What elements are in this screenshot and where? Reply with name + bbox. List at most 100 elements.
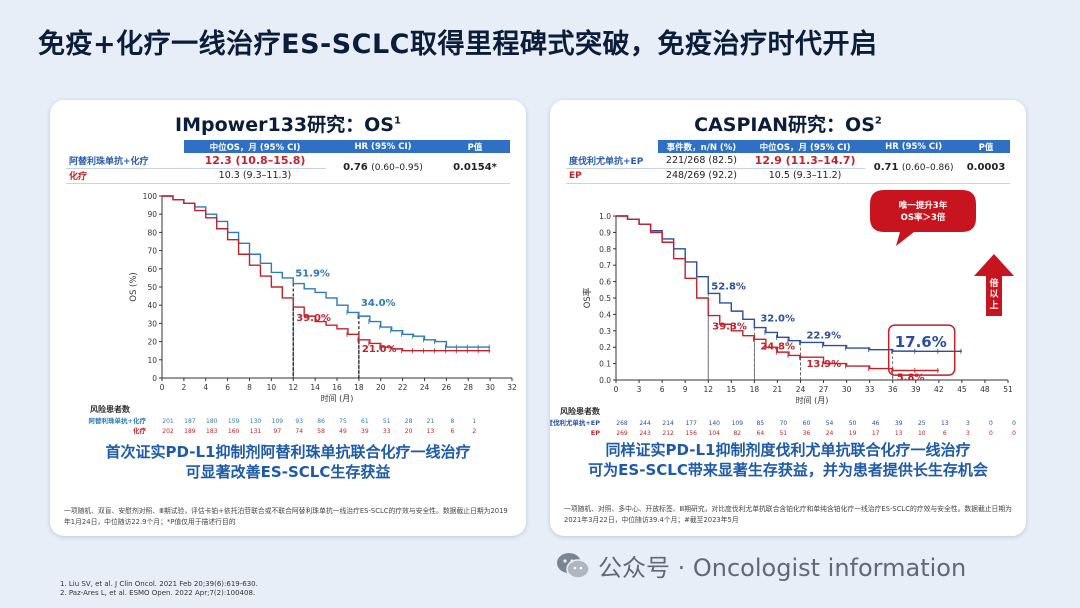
risk-count: 202 [162, 428, 174, 435]
x-tick-label: 4 [203, 383, 208, 392]
risk-count: 50 [849, 420, 857, 427]
x-tick-label: 45 [957, 385, 967, 394]
risk-count: 187 [184, 418, 196, 425]
y-tick-label: 90 [147, 210, 157, 219]
survival-annotation: 22.9% [806, 330, 841, 341]
watermark: 公众号 · Oncologist information [556, 548, 966, 583]
x-tick-label: 27 [819, 385, 829, 394]
reference-item: 1. Liu SV, et al. J Clin Oncol. 2021 Feb… [60, 580, 258, 588]
arm-name: 度伐利尤单抗+EP [566, 153, 658, 169]
table-row: EP 248/269 (92.2) 10.5 (9.3–11.2) [566, 168, 1010, 184]
table-header: HR (95% CI) [865, 140, 962, 153]
risk-count: 28 [405, 418, 413, 425]
survival-annotation: 13.9% [806, 359, 841, 370]
risk-count: 177 [685, 420, 697, 427]
arm-name: 化疗 [66, 168, 184, 184]
table-header [566, 140, 658, 153]
risk-count: 189 [184, 428, 196, 435]
y-tick-label: 0.2 [599, 343, 611, 352]
arrow-label: 倍 [989, 277, 998, 289]
km-curve-control [616, 215, 939, 372]
x-axis-label: 时间 (月) [796, 395, 829, 405]
impower133-results-table: 中位OS，月 (95% CI) HR (95% CI) P值 阿替利珠单抗+化疗… [66, 140, 510, 184]
x-tick-label: 2 [181, 383, 186, 392]
x-tick-label: 12 [288, 383, 298, 392]
survival-annotation: 52.8% [711, 281, 746, 292]
risk-count: 20 [405, 428, 413, 435]
risk-table-title: 风险患者数 [560, 406, 601, 416]
table-header: 中位OS，月 (95% CI) [184, 140, 326, 153]
card-title: IMpower133研究：OS1 [50, 110, 526, 137]
hazard-ratio: 0.71 (0.60–0.86) [865, 153, 962, 184]
risk-count: 36 [803, 430, 811, 436]
table-header-row: 事件数，n/N (%) 中位OS，月 (95% CI) HR (95% CI) … [566, 140, 1010, 153]
survival-annotation: 21.0% [362, 344, 397, 355]
survival-annotation: 32.0% [760, 314, 795, 325]
survival-annotation: 34.0% [361, 298, 396, 309]
y-tick-label: 80 [147, 228, 157, 237]
y-tick-label: 70 [147, 247, 157, 256]
survival-annotation: 39.0% [296, 313, 331, 324]
median-os: 10.3 (9.3–11.3) [184, 168, 326, 184]
arrow-label: 以 [989, 289, 998, 300]
y-tick-label: 60 [147, 265, 157, 274]
watermark-text: 公众号 · Oncologist information [598, 554, 967, 582]
risk-count: 39 [895, 420, 903, 427]
km-curve-treatment [616, 215, 962, 352]
card-title-text: IMpower133研究：OS [175, 114, 394, 136]
x-tick-label: 30 [842, 385, 852, 394]
risk-count: 3 [966, 420, 970, 427]
risk-count: 2 [472, 428, 476, 435]
risk-count: 49 [339, 428, 347, 435]
risk-count: 13 [427, 428, 435, 435]
risk-count: 21 [427, 418, 435, 425]
card-title-ref: 2 [874, 115, 882, 127]
risk-count: 17 [872, 430, 880, 436]
table-header-row: 中位OS，月 (95% CI) HR (95% CI) P值 [66, 140, 510, 153]
conclusion-line: 可显著改善ES-SCLC生存获益 [185, 463, 391, 481]
y-tick-label: 20 [147, 338, 157, 347]
risk-count: 93 [295, 418, 303, 425]
impower133-card: IMpower133研究：OS1 中位OS，月 (95% CI) HR (95%… [50, 100, 526, 536]
survival-annotation: 5.8% [897, 372, 925, 383]
risk-count: 85 [757, 420, 765, 427]
p-value: 0.0003 [962, 153, 1010, 184]
risk-count: 109 [272, 418, 284, 425]
risk-count: 6 [943, 430, 947, 436]
x-tick-label: 26 [442, 383, 452, 392]
y-tick-label: 100 [143, 192, 158, 201]
risk-count: 109 [732, 420, 744, 427]
table-row: 阿替利珠单抗+化疗 12.3 (10.8–15.8) 0.76 (0.60–0.… [66, 153, 510, 184]
median-os: 12.9 (11.3–14.7) [744, 153, 866, 169]
arm-name: EP [566, 168, 658, 184]
x-tick-label: 18 [354, 383, 364, 392]
table-header: 中位OS，月 (95% CI) [744, 140, 866, 153]
risk-count: 269 [616, 430, 628, 436]
risk-count: 6 [450, 428, 454, 435]
risk-count: 13 [941, 420, 949, 427]
risk-count: 0 [1012, 430, 1016, 436]
risk-count: 159 [228, 418, 240, 425]
survival-annotation: 24.8% [760, 341, 795, 352]
footnote: 一项随机、对照、多中心、开放标签、Ⅲ期研究，对比度伐利尤单抗联合含铂化疗和单纯含… [564, 505, 1012, 524]
card-title-text: CASPIAN研究：OS [694, 114, 875, 136]
callout-text: 唯一提升3年 [899, 200, 948, 211]
x-tick-label: 0 [160, 383, 165, 392]
risk-arm-label: 度伐利尤单抗+EP [550, 418, 600, 427]
risk-count: 13 [895, 430, 903, 436]
hazard-ratio: 0.76 (0.60–0.95) [325, 153, 440, 184]
risk-count: 0 [1012, 420, 1016, 427]
conclusion-text: 首次证实PD-L1抑制剂阿替利珠单抗联合化疗一线治疗 可显著改善ES-SCLC生… [50, 442, 526, 482]
risk-count: 25 [918, 420, 926, 427]
risk-count: 130 [250, 418, 262, 425]
risk-count: 70 [780, 420, 788, 427]
x-tick-label: 24 [420, 383, 430, 392]
caspian-results-table: 事件数，n/N (%) 中位OS，月 (95% CI) HR (95% CI) … [566, 140, 1010, 184]
x-tick-label: 39 [911, 385, 921, 394]
risk-count: 3 [966, 430, 970, 436]
y-tick-label: 0 [152, 374, 157, 383]
risk-count: 39 [361, 428, 369, 435]
risk-arm-label: 化疗 [133, 426, 147, 435]
survival-annotation: 51.9% [295, 269, 330, 280]
x-tick-label: 10 [267, 383, 277, 392]
